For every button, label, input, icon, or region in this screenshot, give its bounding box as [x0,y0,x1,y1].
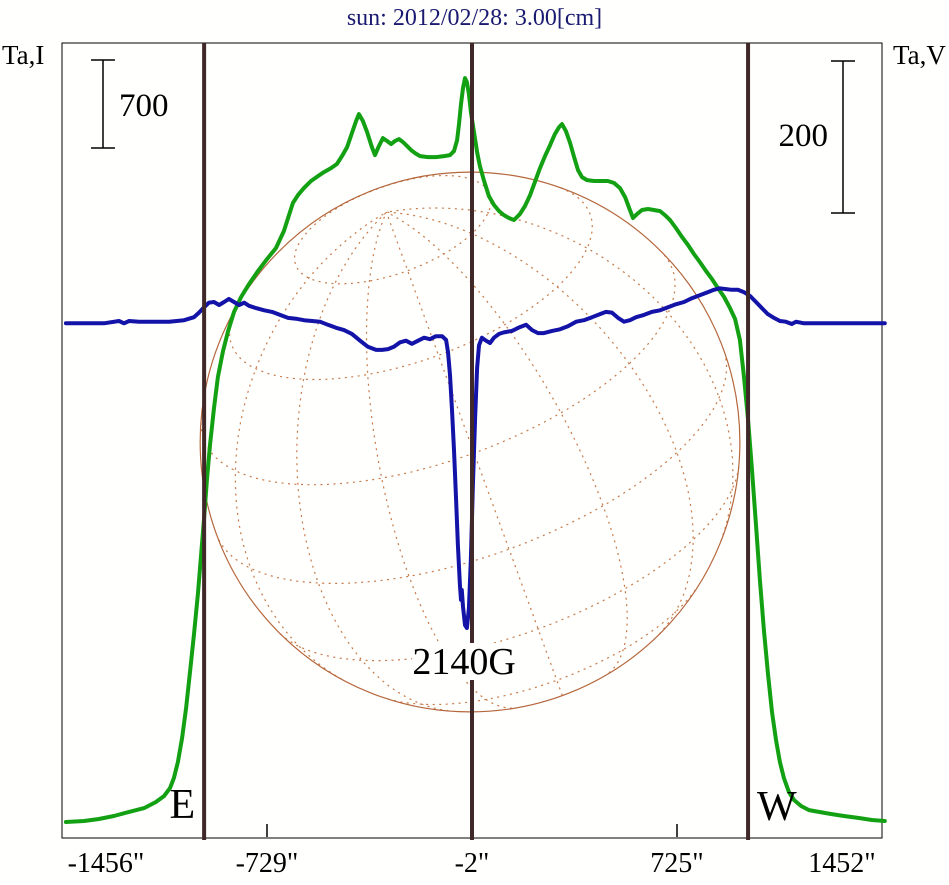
x-tick-label: 725" [650,848,703,879]
solar-grid-latitude [200,253,676,486]
left-axis-label: Ta,I [2,40,45,70]
solar-grid-longitude [365,211,513,709]
calibration-bar-left-value: 700 [119,88,169,124]
limb-label-w: W [757,784,797,830]
solar-grid-longitude [234,211,387,680]
x-tick-label: -2" [455,848,490,879]
annotation-source-label: 2140G [412,641,515,683]
solar-grid-latitude [280,467,740,662]
x-tick-label: -1456" [68,848,145,879]
x-tick-label: -729" [236,848,299,879]
solar-grid-longitude [386,211,628,674]
solar-grid-longitude [386,211,694,635]
solar-grid-latitude [228,186,593,381]
series-curve-tav [63,286,887,630]
page-title: sun: 2012/02/28: 3.00[cm] [346,5,603,31]
right-axis-label: Ta,V [893,40,946,70]
x-tick-label: 1452" [808,848,875,879]
calibration-bar-right-value: 200 [779,118,829,154]
solar-grid-longitude [385,211,563,696]
solar-grid-longitude [296,211,449,712]
solar-grid-longitude [386,207,734,542]
annotation-mask [412,643,517,680]
limb-label-e: E [169,782,195,828]
